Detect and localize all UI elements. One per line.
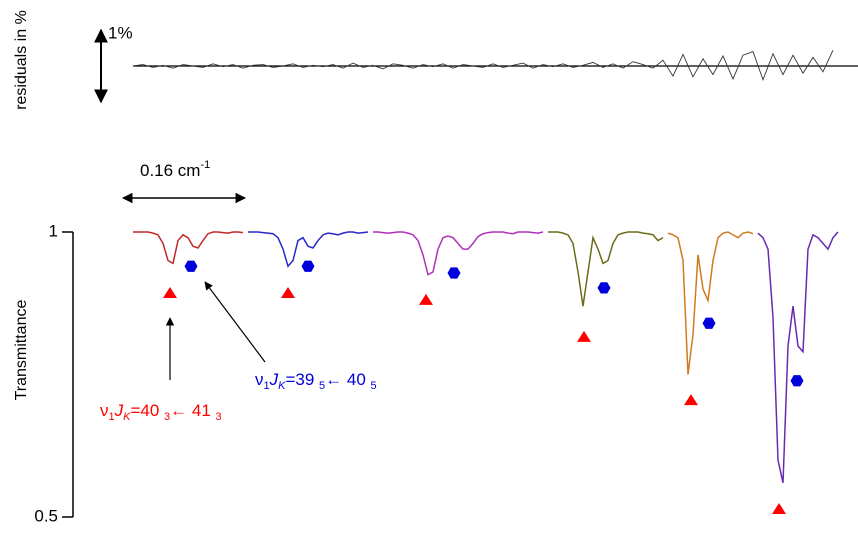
triangle-marker [772, 503, 786, 515]
spectrum-line [757, 231, 839, 483]
y-axis-label: Transmittance [13, 300, 30, 401]
annotation: ν1JK=40 3← 41 3 [100, 401, 222, 422]
triangle-marker [684, 394, 698, 406]
scale-superscript: -1 [200, 159, 210, 171]
hexagon-marker [597, 282, 611, 294]
triangle-marker [281, 286, 295, 298]
hexagon-marker [702, 317, 716, 329]
annotation-arrow [204, 281, 266, 363]
annotation-part: ν [255, 370, 264, 389]
annotation-part: J [269, 370, 279, 389]
spectrum-line [133, 231, 244, 265]
residual-scale-label: 1% [108, 23, 133, 42]
spectrum-line [548, 231, 664, 307]
spectrum-line [373, 231, 544, 276]
annotation-part: 1 [264, 380, 270, 392]
residuals-label: residuals in % [13, 10, 30, 110]
annotation-part: =40 [130, 401, 164, 420]
annotation-part: =39 [285, 370, 319, 389]
annotation: ν1JK=39 5← 40 5 [255, 370, 377, 391]
annotation-part: ← 40 [325, 370, 370, 389]
triangle-marker [577, 330, 591, 342]
residual-line [132, 49, 834, 81]
spectrum-line [248, 231, 369, 268]
spectrum-line [667, 231, 754, 375]
hexagon-marker [184, 260, 198, 272]
annotation-part: K [278, 380, 286, 392]
annotation-part: ν [100, 401, 109, 420]
triangle-marker [163, 286, 177, 298]
triangle-marker [419, 293, 433, 305]
annotation-part: 5 [371, 380, 377, 392]
hexagon-marker [790, 375, 804, 387]
hexagon-marker [447, 267, 461, 279]
annotation-part: 3 [164, 411, 170, 423]
annotation-part: K [123, 411, 131, 423]
scale-text: 0.16 cm [140, 161, 200, 180]
y-tick-label: 1 [49, 221, 58, 240]
annotation-part: 5 [319, 380, 325, 392]
annotation-part: 3 [216, 411, 222, 423]
annotation-part: ← 41 [170, 401, 215, 420]
annotation-part: J [114, 401, 124, 420]
annotation-part: 1 [109, 411, 115, 423]
hexagon-marker [301, 260, 315, 272]
scale-bar-label: 0.16 cm-1 [140, 159, 210, 181]
y-tick-label: 0.5 [34, 506, 58, 525]
